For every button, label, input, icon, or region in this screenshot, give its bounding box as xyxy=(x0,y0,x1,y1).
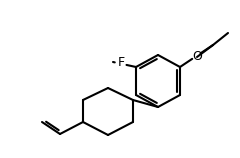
Text: F: F xyxy=(117,55,125,69)
Text: O: O xyxy=(192,51,202,64)
